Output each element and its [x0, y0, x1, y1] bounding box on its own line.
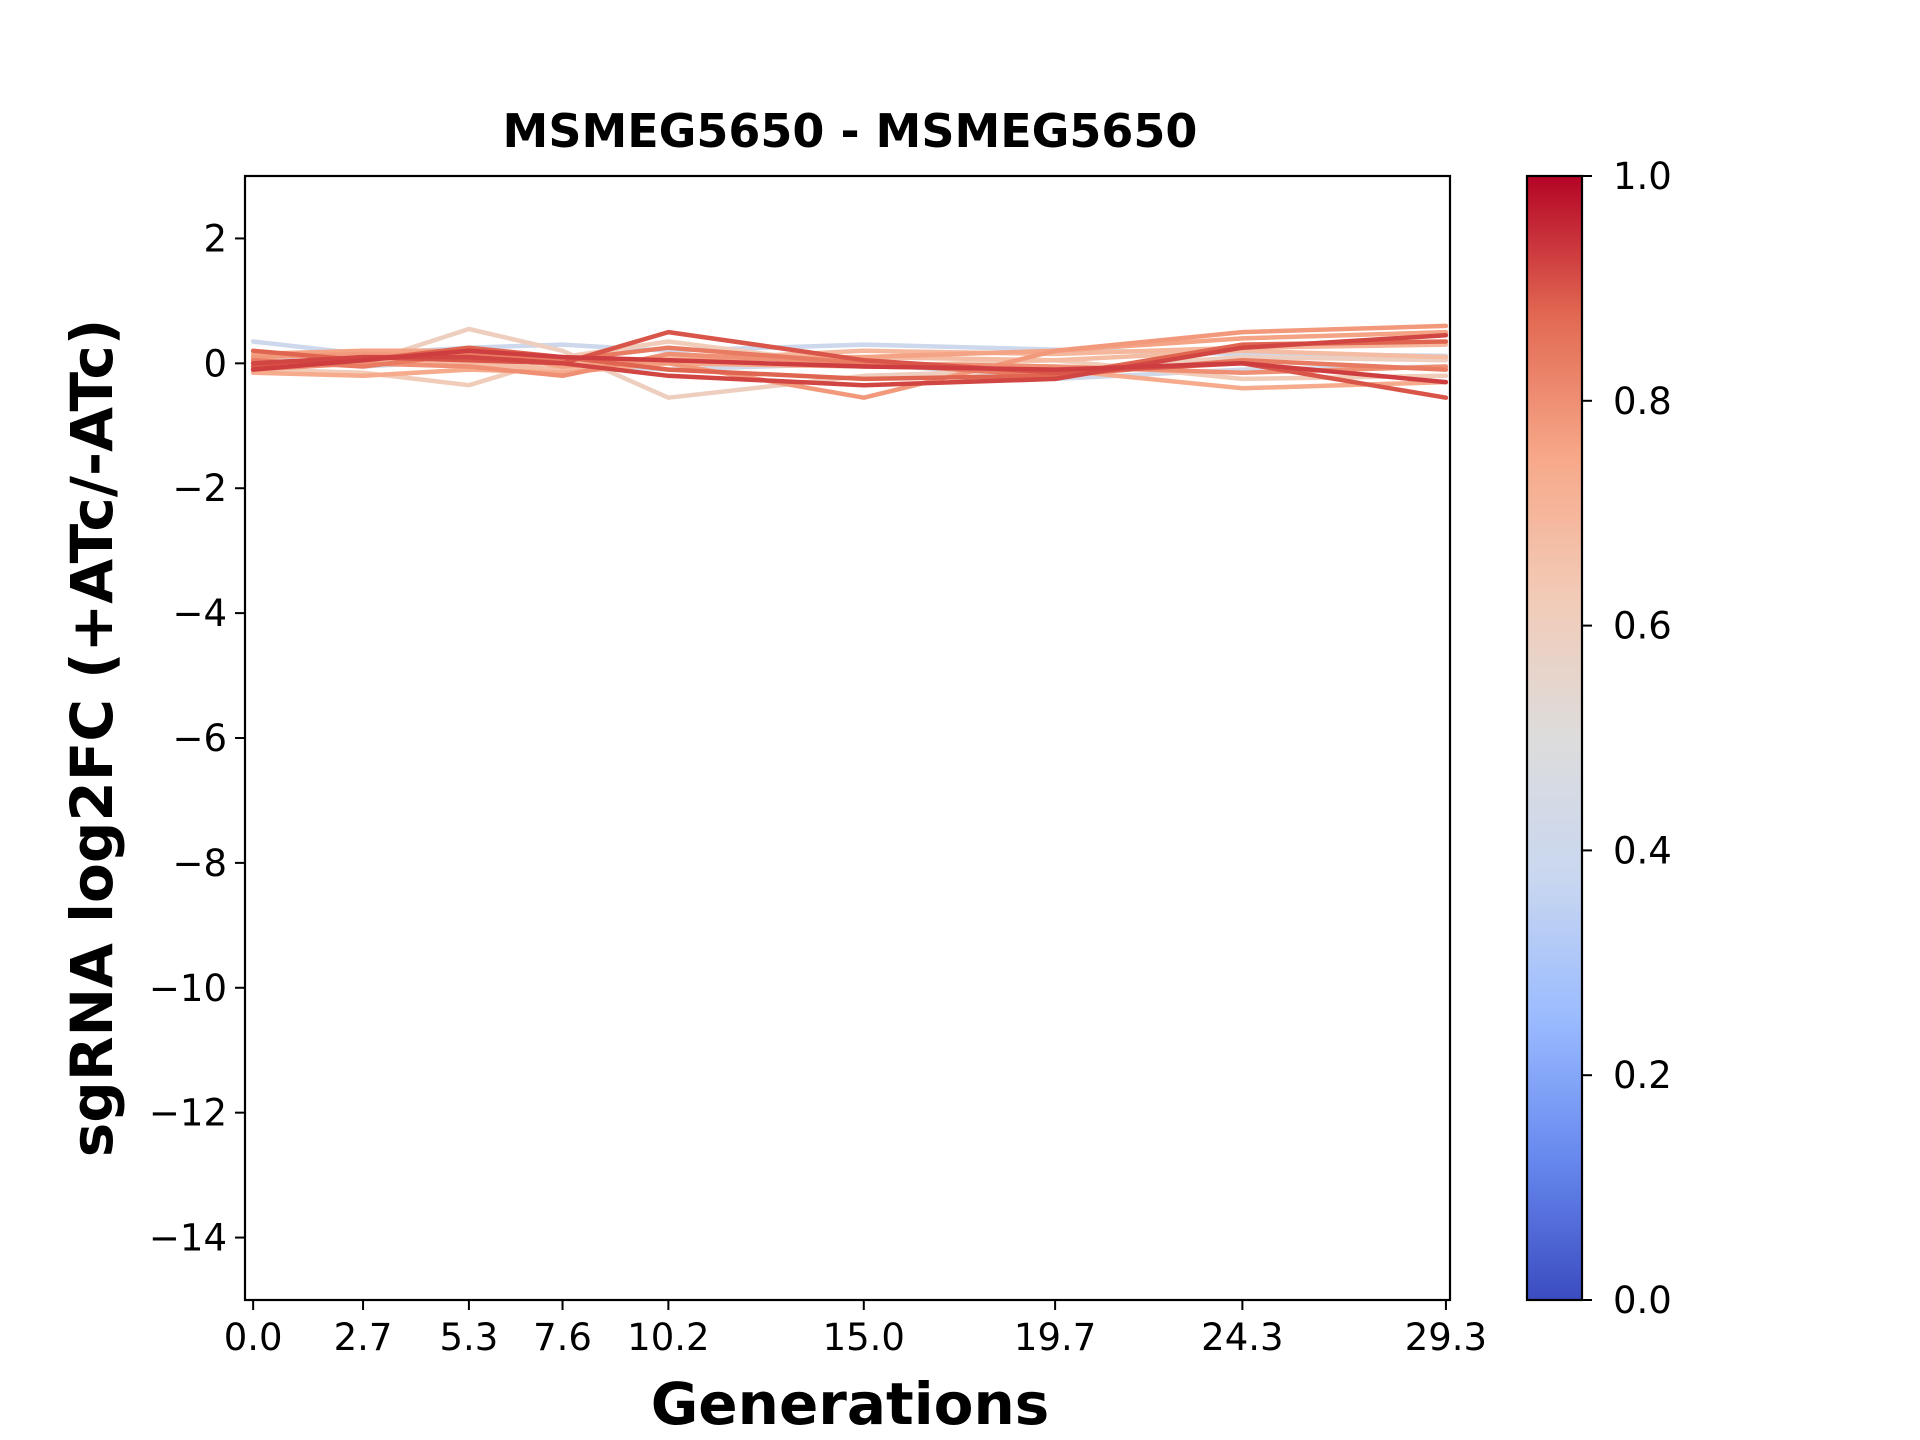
colorbar-tick-label: 0.8	[1613, 380, 1672, 423]
x-tick-label: 15.0	[823, 1316, 905, 1359]
x-tick-label: 19.7	[1014, 1316, 1096, 1359]
colorbar-tick-label: 0.0	[1613, 1279, 1672, 1322]
y-tick-label: 0	[203, 342, 227, 385]
x-tick-label: 7.6	[533, 1316, 592, 1359]
y-axis: 2 0 −2 −4 −6 −8 −10 −12 −14	[149, 217, 245, 1260]
y-tick-label: −6	[172, 717, 227, 760]
y-axis-title: sgRNA log2FC (+ATc/-ATc)	[58, 319, 126, 1157]
colorbar-axis: 0.0 0.2 0.4 0.6 0.8 1.0	[1582, 155, 1672, 1322]
x-tick-label: 10.2	[627, 1316, 709, 1359]
series-line-15	[250, 348, 1449, 385]
colorbar	[1527, 176, 1582, 1300]
x-tick-label: 29.3	[1405, 1316, 1487, 1359]
plot-lines	[250, 323, 1449, 400]
chart-title: MSMEG5650 - MSMEG5650	[503, 104, 1198, 158]
colorbar-tick-label: 1.0	[1613, 155, 1672, 198]
x-tick-label: 0.0	[224, 1316, 283, 1359]
y-tick-label: 2	[203, 217, 227, 260]
colorbar-tick-label: 0.4	[1613, 829, 1672, 872]
y-tick-label: −12	[149, 1092, 227, 1135]
colorbar-frame	[1525, 174, 1584, 1302]
y-tick-label: −2	[172, 467, 227, 510]
colorbar-tick-label: 0.6	[1613, 605, 1672, 648]
y-tick-label: −10	[149, 967, 227, 1010]
y-tick-label: −8	[172, 842, 227, 885]
x-axis: 0.0 2.7 5.3 7.6 10.2 15.0 19.7 24.3 29.3	[224, 1300, 1487, 1359]
x-tick-label: 2.7	[334, 1316, 393, 1359]
y-tick-label: −4	[172, 592, 227, 635]
x-tick-label: 24.3	[1201, 1316, 1283, 1359]
x-tick-label: 5.3	[439, 1316, 498, 1359]
x-axis-title: Generations	[651, 1370, 1050, 1438]
y-tick-label: −14	[149, 1217, 227, 1260]
colorbar-tick-label: 0.2	[1613, 1054, 1672, 1097]
